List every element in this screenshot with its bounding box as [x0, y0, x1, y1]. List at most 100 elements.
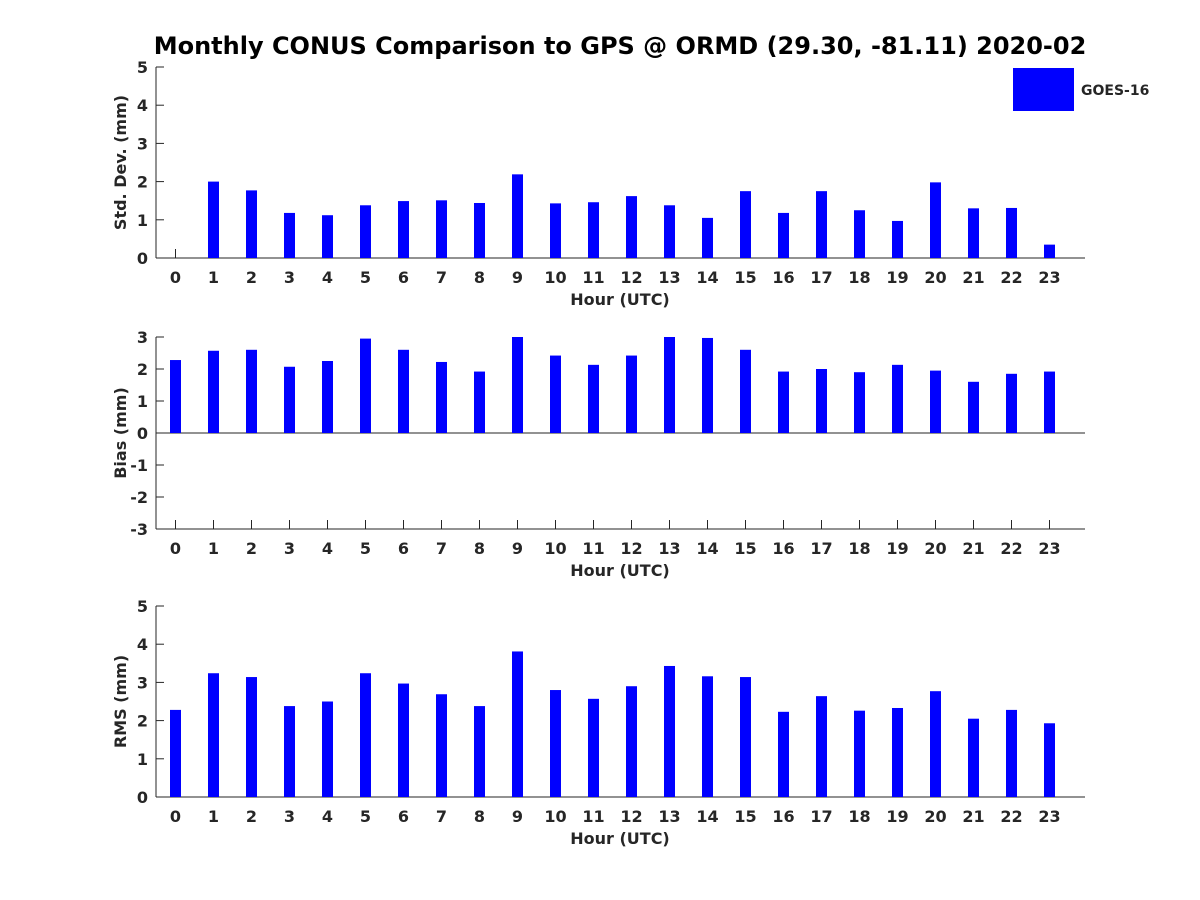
- bias-x-tick-label: 4: [322, 539, 333, 558]
- rms-x-tick-label: 1: [208, 807, 219, 826]
- bias-x-tick-label: 8: [474, 539, 485, 558]
- bias-bar: [892, 364, 903, 433]
- std-dev-x-tick-label: 21: [962, 268, 984, 287]
- bias-y-tick-label: 2: [137, 360, 148, 379]
- rms-bar: [930, 691, 941, 797]
- rms-x-tick-label: 3: [284, 807, 295, 826]
- bias-y-tick-label: -1: [130, 456, 148, 475]
- std-dev-x-tick-label: 20: [924, 268, 946, 287]
- bias-x-tick-label: 20: [924, 539, 946, 558]
- rms-bar: [246, 677, 257, 797]
- std-dev-bar: [512, 174, 523, 258]
- bias-y-tick-label: 1: [137, 392, 148, 411]
- bias-x-tick-label: 7: [436, 539, 447, 558]
- rms-bar: [512, 651, 523, 797]
- std-dev-bar: [208, 181, 219, 258]
- rms-x-tick-label: 20: [924, 807, 946, 826]
- bias-x-tick-label: 1: [208, 539, 219, 558]
- bias-x-tick-label: 10: [544, 539, 566, 558]
- rms-x-tick-label: 12: [620, 807, 642, 826]
- std-dev-x-tick-label: 12: [620, 268, 642, 287]
- bias-bar: [740, 349, 751, 433]
- rms-x-tick-label: 7: [436, 807, 447, 826]
- bias-bar: [550, 355, 561, 433]
- bias-x-tick-label: 2: [246, 539, 257, 558]
- bias-bar: [930, 370, 941, 433]
- std-dev-bar: [436, 200, 447, 258]
- std-dev-bar: [322, 215, 333, 258]
- bias-x-tick-label: 3: [284, 539, 295, 558]
- bias-bar: [246, 349, 257, 433]
- bias-bar: [778, 371, 789, 433]
- std-dev-bar: [1044, 244, 1055, 258]
- bias-bar: [436, 361, 447, 433]
- bias-y-tick-label: -2: [130, 488, 148, 507]
- std-dev-x-tick-label: 1: [208, 268, 219, 287]
- bias-bar: [170, 360, 181, 433]
- std-dev-bar: [702, 217, 713, 258]
- bias-y-tick-label: 3: [137, 328, 148, 347]
- rms-bar: [778, 711, 789, 797]
- std-dev-x-tick-label: 9: [512, 268, 523, 287]
- std-dev-bar: [474, 202, 485, 258]
- bias-bar: [702, 337, 713, 433]
- rms-y-tick-label: 3: [137, 673, 148, 692]
- std-dev-x-tick-label: 0: [170, 268, 181, 287]
- bias-x-tick-label: 6: [398, 539, 409, 558]
- bias-x-label: Hour (UTC): [570, 561, 670, 580]
- bias-x-tick-label: 21: [962, 539, 984, 558]
- rms-x-tick-label: 18: [848, 807, 870, 826]
- std-dev-y-label: Std. Dev. (mm): [111, 95, 130, 230]
- std-dev-x-tick-label: 15: [734, 268, 756, 287]
- rms-x-tick-label: 4: [322, 807, 333, 826]
- std-dev-x-tick-label: 13: [658, 268, 680, 287]
- rms-y-tick-label: 0: [137, 788, 148, 807]
- legend-swatch: [1013, 68, 1074, 111]
- bias-bar: [398, 349, 409, 433]
- std-dev-bar: [588, 202, 599, 258]
- rms-bar: [1006, 709, 1017, 797]
- std-dev-y-tick-label: 1: [137, 211, 148, 230]
- std-dev-y-tick-label: 0: [137, 249, 148, 268]
- rms-x-tick-label: 22: [1000, 807, 1022, 826]
- std-dev-x-tick-label: 18: [848, 268, 870, 287]
- bias-x-tick-label: 15: [734, 539, 756, 558]
- legend-label: GOES-16: [1081, 83, 1149, 99]
- std-dev-bar: [740, 191, 751, 258]
- rms-x-tick-label: 5: [360, 807, 371, 826]
- bias-x-tick-label: 9: [512, 539, 523, 558]
- rms-x-tick-label: 21: [962, 807, 984, 826]
- rms-bar: [968, 718, 979, 797]
- rms-bar: [208, 673, 219, 797]
- rms-bar: [360, 673, 371, 797]
- std-dev-x-tick-label: 19: [886, 268, 908, 287]
- std-dev-bar: [816, 191, 827, 258]
- bias-bar: [360, 338, 371, 433]
- std-dev-x-tick-label: 3: [284, 268, 295, 287]
- bias-bar: [664, 337, 675, 433]
- rms-y-tick-label: 2: [137, 712, 148, 731]
- std-dev-x-tick-label: 6: [398, 268, 409, 287]
- std-dev-x-tick-label: 2: [246, 268, 257, 287]
- bias-x-tick-label: 12: [620, 539, 642, 558]
- rms-bar: [284, 706, 295, 797]
- bias-bar: [854, 372, 865, 433]
- rms-bar: [626, 686, 637, 797]
- std-dev-x-tick-label: 8: [474, 268, 485, 287]
- bias-x-tick-label: 14: [696, 539, 718, 558]
- bias-x-tick-label: 11: [582, 539, 604, 558]
- rms-x-tick-label: 6: [398, 807, 409, 826]
- rms-y-tick-label: 5: [137, 597, 148, 616]
- rms-bar: [398, 683, 409, 797]
- rms-x-tick-label: 23: [1038, 807, 1060, 826]
- rms-x-tick-label: 8: [474, 807, 485, 826]
- std-dev-bar: [664, 205, 675, 258]
- bias-x-tick-label: 19: [886, 539, 908, 558]
- std-dev-bar: [930, 182, 941, 258]
- std-dev-bar: [284, 212, 295, 258]
- std-dev-bar: [360, 205, 371, 258]
- rms-x-tick-label: 16: [772, 807, 794, 826]
- rms-y-tick-label: 1: [137, 750, 148, 769]
- std-dev-bar: [626, 196, 637, 258]
